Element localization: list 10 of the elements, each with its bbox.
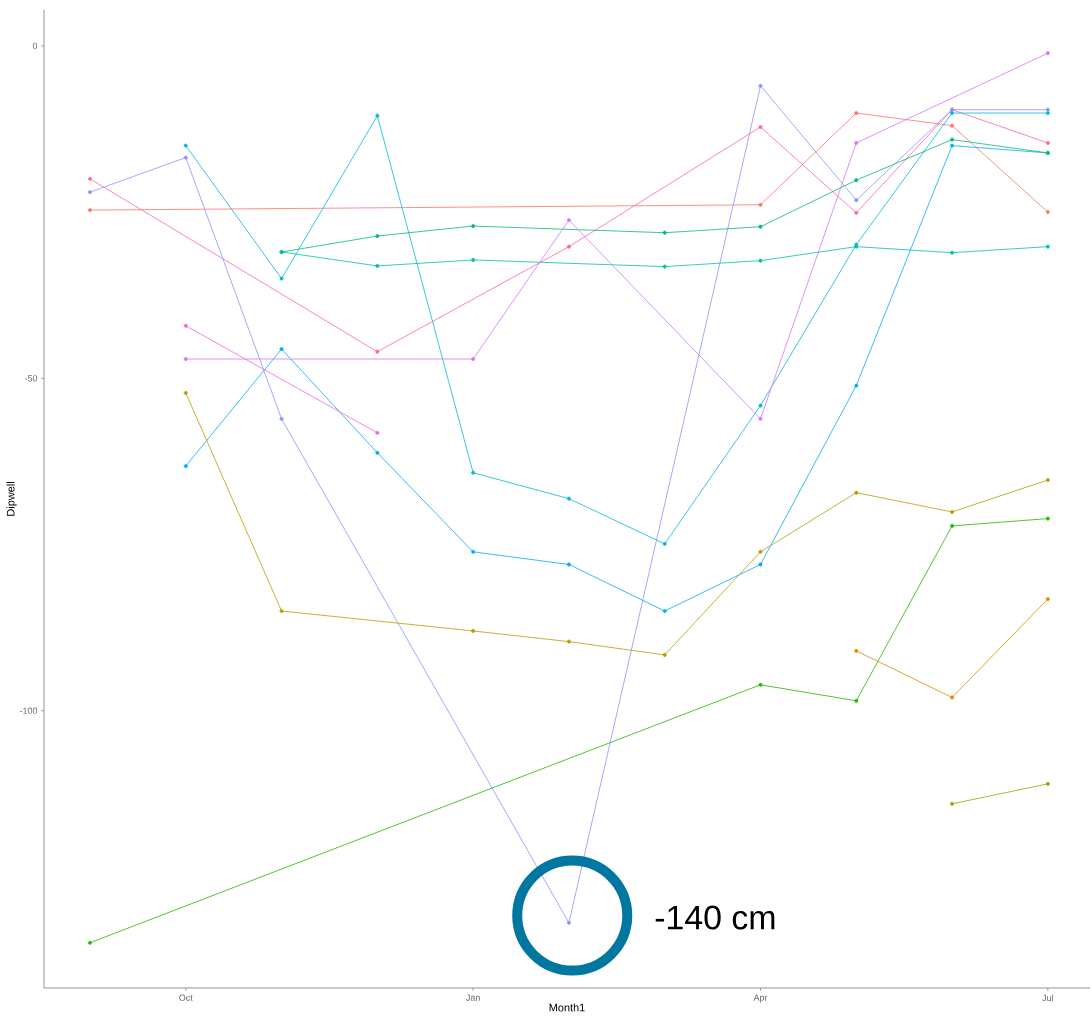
annotation: -140 cm: [655, 905, 775, 930]
x-axis-title: Month1: [549, 1003, 585, 1012]
x-tick-label: Apr: [753, 994, 768, 1003]
y-tick-label: -50: [24, 375, 38, 382]
y-tick-label: -100: [19, 707, 38, 714]
y-tick-label: 0: [32, 42, 38, 50]
x-tick-label: Oct: [179, 994, 193, 1001]
x-tick-label: Jan: [466, 994, 480, 1001]
y-axis-title: Dipwell: [6, 482, 17, 516]
x-tick-label: Jul: [1042, 994, 1053, 1002]
